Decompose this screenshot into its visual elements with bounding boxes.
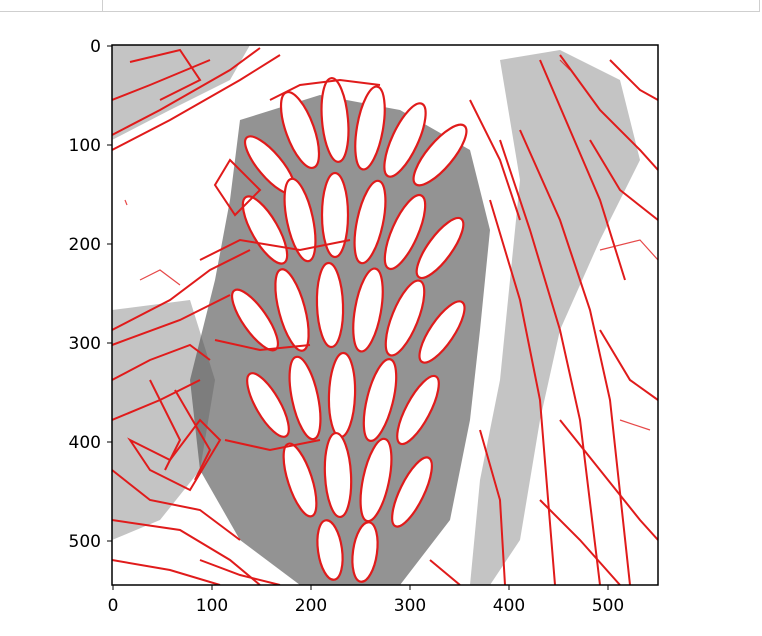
y-tick-label: 400 xyxy=(69,433,101,453)
cell-prompt-separator xyxy=(102,0,103,12)
x-tick-label: 100 xyxy=(196,596,228,616)
y-tick-label: 300 xyxy=(69,334,101,354)
y-axis xyxy=(107,45,112,542)
x-tick-label: 0 xyxy=(108,596,119,616)
edge-detection-image xyxy=(112,45,658,585)
x-tick-label: 300 xyxy=(394,596,426,616)
axes-frame xyxy=(111,44,659,586)
x-tick-label: 500 xyxy=(592,596,624,616)
y-tick-label: 0 xyxy=(90,37,101,57)
cell-prompt-area xyxy=(0,0,102,12)
x-tick-label: 200 xyxy=(295,596,327,616)
x-tick-label: 400 xyxy=(493,596,525,616)
code-cell-bottom-edge xyxy=(0,0,762,12)
y-tick-label: 100 xyxy=(69,136,101,156)
cell-input-area[interactable] xyxy=(103,0,760,12)
y-tick-label: 500 xyxy=(69,532,101,552)
y-tick-label: 200 xyxy=(69,235,101,255)
x-axis xyxy=(112,585,609,590)
